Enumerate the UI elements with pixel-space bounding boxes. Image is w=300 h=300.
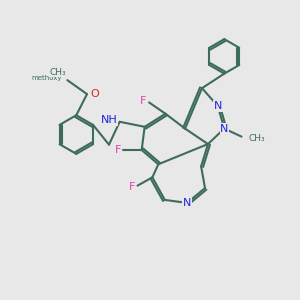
Text: methoxy: methoxy <box>32 75 62 81</box>
Text: F: F <box>129 182 135 192</box>
Text: F: F <box>115 145 121 155</box>
Text: CH₃: CH₃ <box>248 134 265 142</box>
Text: N: N <box>183 198 191 208</box>
Text: F: F <box>140 96 146 106</box>
Text: N: N <box>214 101 222 111</box>
Text: N: N <box>220 124 229 134</box>
Text: O: O <box>90 89 99 99</box>
Text: CH₃: CH₃ <box>49 68 66 76</box>
Text: NH: NH <box>100 115 117 125</box>
